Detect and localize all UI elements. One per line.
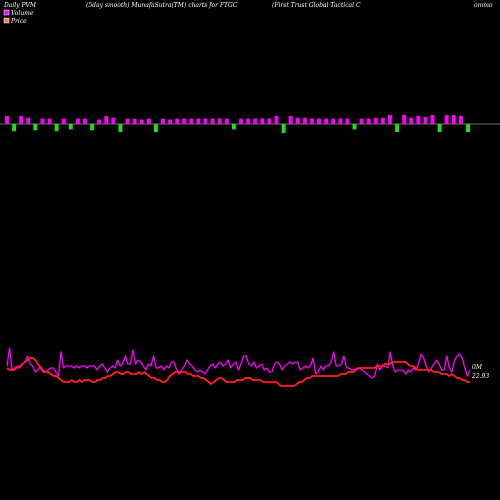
volume-bar: [182, 118, 187, 124]
volume-bar: [388, 115, 392, 124]
volume-bar: [281, 124, 286, 133]
chart-title-center-left: (5day smooth) MunafaSutra(TM) charts for…: [86, 2, 238, 9]
volume-bar: [125, 118, 130, 124]
volume-bars: [5, 115, 470, 133]
volume-bar: [153, 124, 158, 133]
volume-bar: [338, 118, 343, 124]
series-line-price: [6, 357, 470, 387]
volume-bar: [260, 118, 265, 124]
series-line-volume: [6, 347, 471, 379]
volume-bar: [196, 118, 201, 124]
volume-bar: [111, 117, 116, 124]
volume-bar: [90, 124, 95, 131]
volume-bar: [146, 118, 151, 124]
volume-bar: [466, 124, 470, 133]
volume-bar: [302, 117, 307, 124]
volume-bar: [83, 118, 87, 124]
volume-bar: [19, 115, 24, 124]
volume-bar: [345, 118, 350, 124]
volume-bar: [26, 117, 31, 124]
legend-volume-swatch: [3, 9, 10, 16]
volume-bar: [68, 124, 73, 130]
volume-bar: [168, 119, 173, 124]
volume-bar: [118, 124, 123, 133]
volume-bar: [267, 118, 272, 124]
volume-bar: [161, 118, 165, 124]
volume-bar: [366, 118, 371, 124]
volume-bar: [175, 118, 180, 124]
chart-title-left: Daily PVM: [3, 2, 37, 9]
legend-price-label: Price: [10, 18, 27, 25]
volume-bar: [359, 118, 364, 124]
legend-price-swatch: [3, 17, 10, 24]
volume-bar: [317, 118, 322, 124]
volume-bar: [409, 117, 414, 124]
chart-title-center-right: (First Trust Global Tactical C: [272, 2, 361, 9]
volume-bar: [61, 118, 66, 124]
volume-bar: [395, 124, 400, 133]
chart-title-right: ommo: [474, 2, 493, 9]
volume-bar: [246, 118, 251, 124]
last-price-label: 22.93: [471, 373, 489, 380]
volume-bar: [430, 115, 435, 124]
line-series: [6, 347, 471, 387]
volume-bar: [75, 118, 80, 124]
volume-bar: [288, 115, 293, 124]
volume-bar: [373, 117, 378, 124]
volume-bar: [253, 118, 258, 124]
volume-bar: [33, 124, 38, 131]
volume-bar: [239, 118, 243, 124]
legend-volume-label: Volume: [11, 10, 34, 17]
volume-bar: [274, 115, 279, 124]
volume-bar: [47, 118, 52, 124]
volume-bar: [232, 124, 236, 130]
volume-bar: [97, 119, 102, 124]
volume-bar: [40, 118, 45, 124]
volume-bar: [217, 118, 222, 124]
volume-bar: [5, 115, 9, 124]
volume-bar: [132, 118, 137, 124]
volume-bar: [104, 115, 109, 124]
volume-bar: [458, 115, 463, 124]
volume-bar: [416, 115, 421, 124]
volume-bar: [295, 117, 300, 124]
legend: Volume Price: [3, 9, 34, 25]
volume-bar: [210, 118, 215, 124]
last-volume-label: 0M: [472, 364, 483, 371]
volume-bar: [331, 118, 336, 124]
volume-bar: [203, 118, 208, 124]
volume-bar: [402, 115, 407, 124]
volume-bar: [451, 115, 456, 124]
volume-bar: [423, 116, 428, 124]
volume-bar: [224, 118, 229, 124]
volume-bar: [139, 119, 144, 124]
volume-bar: [352, 124, 357, 130]
volume-bar: [310, 118, 314, 124]
volume-bar: [54, 124, 59, 132]
volume-bar: [189, 118, 194, 124]
volume-bar: [12, 124, 17, 132]
volume-bar: [444, 115, 449, 124]
volume-bar: [437, 124, 442, 133]
volume-bar: [380, 117, 385, 124]
volume-bar: [324, 118, 329, 124]
